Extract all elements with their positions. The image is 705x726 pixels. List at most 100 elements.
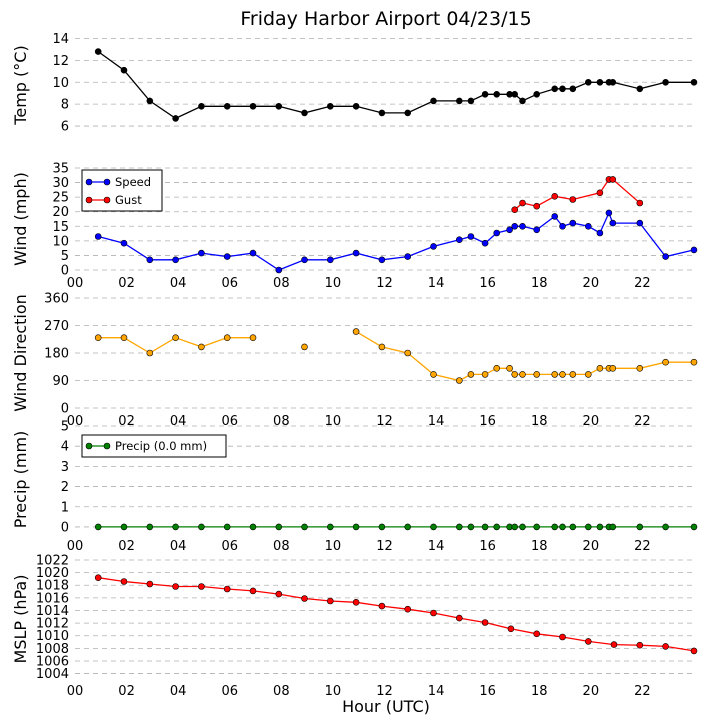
data-point-wind [275,266,283,274]
data-point-precip [533,523,541,531]
data-point-wind [596,189,604,197]
data-point-temp [198,103,205,110]
data-point-precip [481,523,489,531]
xtick-label-wind: 22 [634,276,651,291]
data-point-wind [690,246,698,254]
data-point-dir [249,334,257,342]
data-point-wind [146,256,154,264]
data-point-dir [352,328,360,335]
data-point-dir [551,371,559,378]
panel-dir: 0 90 180 270 360 00 02 04 06 08 10 12 14 16 18 20 22 Wind… [11,292,698,429]
xtick-label-dir: 10 [325,414,342,429]
data-point-wind [605,209,613,217]
xtick-label-precip: 22 [634,539,651,554]
xtick-label-precip: 04 [170,539,187,554]
data-point-dir [493,364,501,372]
data-point-precip [551,523,559,531]
data-point-temp [584,79,592,86]
xtick-label-dir: 04 [170,414,187,429]
data-point-wind [467,233,475,240]
xtick-label-precip: 16 [479,539,496,554]
data-point-wind [559,223,566,230]
data-point-wind [519,223,526,230]
data-point-precip [275,523,283,531]
ytick-label-precip: 5 [61,420,69,435]
data-point-temp [430,97,437,105]
xtick-label-mslp: 06 [221,684,238,699]
data-point-precip [120,523,128,531]
xtick-label-wind: 20 [583,276,600,291]
legend-wind: Speed Gust [81,169,163,212]
data-point-dir [301,343,308,351]
data-point-wind [223,253,231,260]
xtick-label-wind: 10 [325,276,342,291]
data-point-temp [146,97,154,105]
data-point-dir [467,371,475,378]
data-point-dir [198,343,205,351]
data-point-wind [569,219,577,227]
data-point-dir [584,371,592,378]
data-point-wind [519,199,526,207]
xtick-label-mslp: 08 [273,684,290,699]
xtick-label-precip: 14 [428,539,445,554]
data-point-precip [378,523,386,531]
xtick-label-mslp: 22 [634,684,651,699]
ytick-label-temp: 10 [52,76,69,91]
xtick-label-dir: 16 [479,414,496,429]
xtick-label-mslp: 16 [479,684,496,699]
y-axis-label-precip: Precip (mm) [11,431,30,529]
data-point-dir [404,349,412,357]
data-point-wind [533,202,541,210]
xtick-label-wind: 04 [170,276,187,291]
xtick-label-dir: 08 [273,414,290,429]
ytick-label-precip: 2 [61,480,69,495]
legend-marker [85,178,93,186]
data-point-mslp [198,583,205,590]
series-line-mslp-mslp [98,577,695,652]
data-point-temp [301,109,308,117]
data-point-precip [326,523,334,531]
legend-label: Speed [115,175,151,189]
xtick-label-wind: 06 [221,276,238,291]
data-point-wind [511,223,519,230]
data-point-temp [467,97,475,105]
ytick-label-wind: 20 [52,205,69,220]
xtick-label-precip: 06 [221,539,238,554]
data-point-precip [223,523,231,531]
ytick-label-mslp: 1012 [36,617,69,632]
data-point-precip [569,523,577,531]
data-point-temp [120,66,128,74]
ytick-label-wind: 0 [61,264,69,279]
data-point-temp [172,115,179,122]
xtick-label-dir: 06 [221,414,238,429]
series-line-wind-gust [514,178,641,211]
xtick-label-dir: 18 [531,414,548,429]
data-point-dir [511,371,519,378]
legend-box [81,169,163,212]
ytick-label-precip: 1 [61,500,69,515]
data-point-wind [636,219,644,227]
data-point-wind [198,249,205,257]
data-point-dir [559,371,566,378]
xtick-label-mslp: 00 [67,684,84,699]
data-point-wind [249,249,257,257]
xtick-label-dir: 12 [376,414,393,429]
data-point-temp [223,103,231,110]
xtick-label-dir: 14 [428,414,445,429]
data-point-mslp [378,602,386,610]
ytick-label-dir: 90 [52,374,69,389]
data-point-wind [378,256,386,264]
data-point-temp [596,79,604,86]
y-axis-label-wind: Wind (mph) [11,172,30,266]
data-point-wind [609,219,617,227]
data-point-temp [481,91,489,98]
legend-box [81,434,227,458]
data-point-dir [533,371,541,378]
data-point-temp [326,103,334,110]
ytick-label-wind: 5 [61,249,69,264]
series-line-temp-temp [97,51,694,120]
